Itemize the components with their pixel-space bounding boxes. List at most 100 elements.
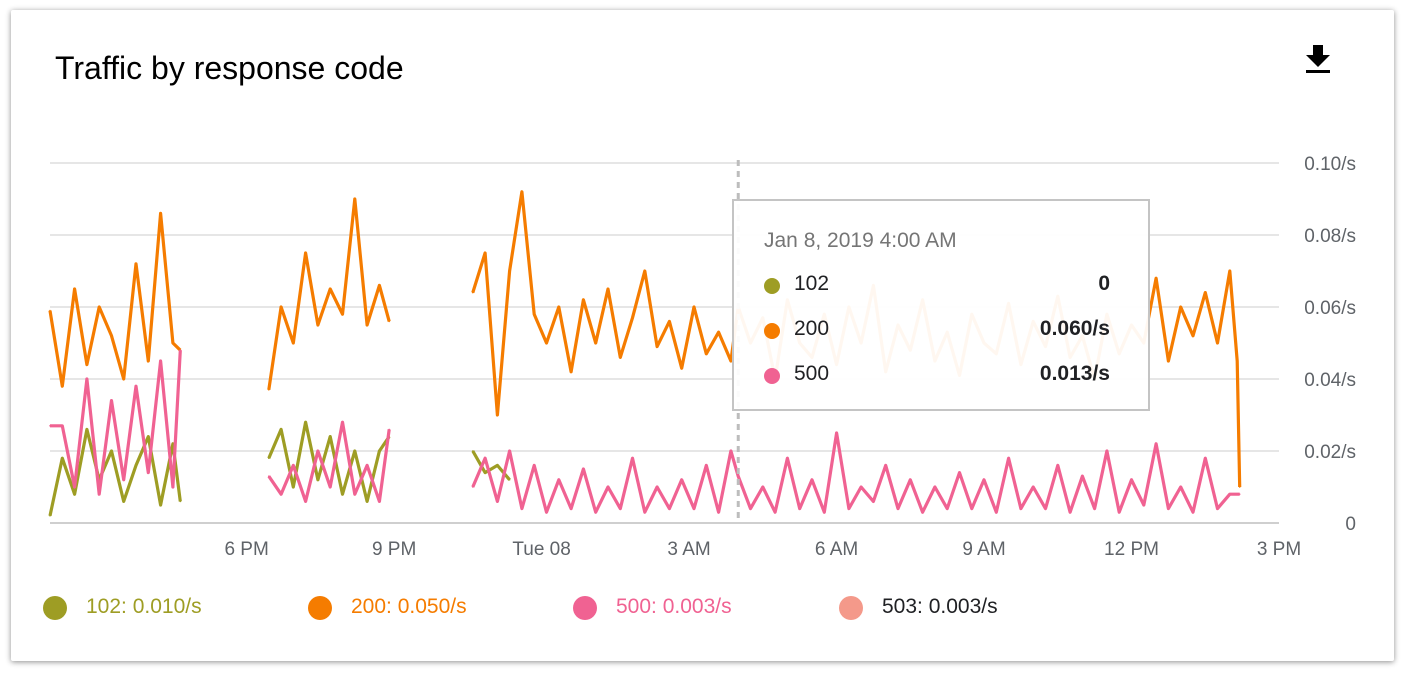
- y-tick-label: 0.06/s: [1304, 298, 1356, 319]
- tooltip-code: 500: [794, 362, 830, 385]
- data-point-102: [179, 500, 182, 503]
- data-point-200: [172, 342, 174, 344]
- series-line-102: [267, 420, 391, 503]
- data-point-500: [971, 507, 973, 510]
- data-point-200: [1236, 360, 1238, 362]
- data-point-500: [644, 511, 646, 513]
- data-point-200: [280, 306, 282, 308]
- data-point-200: [159, 212, 162, 215]
- data-point-102: [292, 486, 295, 488]
- data-point-200: [98, 306, 100, 308]
- x-tick-label: 3 AM: [667, 539, 710, 560]
- data-point-500: [73, 486, 76, 488]
- data-point-500: [656, 486, 658, 488]
- data-point-500: [983, 479, 985, 481]
- data-point-500: [1229, 493, 1231, 496]
- data-point-200: [1192, 335, 1194, 337]
- chart-legend: 102: 0.010/s 200: 0.050/s 500: 0.003/s 5…: [43, 593, 1343, 623]
- data-point-200: [86, 363, 88, 366]
- data-point-500: [388, 428, 391, 431]
- data-point-200: [1167, 360, 1170, 362]
- data-point-500: [268, 475, 270, 478]
- data-point-102: [378, 450, 381, 452]
- data-point-500: [1093, 507, 1096, 510]
- tooltip-dot-500: [764, 368, 780, 384]
- data-point-200: [631, 317, 634, 319]
- data-point-200: [135, 263, 137, 265]
- data-point-500: [995, 511, 998, 513]
- y-tick-label: 0.10/s: [1304, 154, 1356, 175]
- data-point-200: [1155, 277, 1157, 280]
- data-point-500: [329, 486, 332, 488]
- data-point-200: [533, 313, 535, 316]
- x-tick-label: 12 PM: [1104, 539, 1159, 560]
- data-point-500: [304, 500, 307, 503]
- legend-dot-102: [43, 596, 67, 620]
- download-button[interactable]: [1302, 43, 1334, 75]
- data-point-500: [533, 464, 535, 467]
- data-point-500: [872, 500, 875, 503]
- data-point-500: [378, 500, 381, 503]
- data-point-500: [921, 511, 924, 513]
- data-point-102: [86, 428, 88, 431]
- data-point-500: [508, 450, 511, 452]
- data-point-500: [1081, 475, 1084, 478]
- data-point-500: [693, 507, 695, 510]
- data-point-102: [268, 457, 270, 460]
- data-point-200: [268, 389, 270, 391]
- data-point-500: [1020, 507, 1022, 510]
- tooltip-code: 200: [794, 317, 830, 340]
- y-tick-label: 0: [1345, 514, 1356, 535]
- data-point-500: [705, 464, 708, 467]
- data-point-500: [1143, 504, 1145, 506]
- data-point-200: [317, 324, 319, 326]
- data-point-102: [280, 428, 282, 431]
- tooltip-dot-102: [764, 278, 780, 294]
- data-point-500: [1007, 457, 1010, 460]
- data-point-200: [122, 378, 125, 380]
- traffic-line-chart[interactable]: 0 0.02/s 0.04/s 0.06/s 0.08/s 0.10/s 6 PM 9 PM…: [11, 10, 1394, 661]
- legend-dot-503: [839, 596, 863, 620]
- data-point-500: [594, 511, 597, 513]
- data-point-200: [521, 191, 523, 193]
- data-point-200: [73, 288, 76, 290]
- data-point-500: [762, 486, 764, 488]
- data-point-200: [545, 342, 548, 344]
- x-tick-label: 9 AM: [962, 539, 1005, 560]
- data-point-500: [1179, 486, 1182, 488]
- data-point-200: [496, 414, 499, 416]
- data-point-500: [823, 511, 826, 513]
- data-point-500: [110, 399, 113, 402]
- data-point-500: [1204, 457, 1207, 460]
- data-point-200: [570, 371, 572, 373]
- data-point-500: [341, 421, 344, 424]
- data-point-200: [730, 360, 732, 362]
- data-point-500: [730, 450, 732, 452]
- x-tick-label: 3 PM: [1257, 539, 1301, 560]
- data-point-102: [49, 515, 51, 517]
- data-point-500: [61, 425, 64, 427]
- tooltip-row-500: 500 0.013/s: [764, 361, 1110, 391]
- data-point-200: [1216, 342, 1219, 344]
- data-point-500: [147, 471, 150, 474]
- data-point-200: [49, 309, 51, 312]
- legend-label-503: 503: 0.003/s: [882, 595, 998, 618]
- data-point-500: [860, 486, 862, 488]
- data-point-500: [1130, 479, 1133, 481]
- data-point-200: [484, 252, 486, 254]
- data-point-500: [472, 486, 474, 488]
- data-point-200: [619, 356, 622, 359]
- data-point-200: [594, 342, 597, 344]
- data-point-200: [668, 320, 671, 323]
- data-point-500: [159, 360, 162, 362]
- data-point-500: [1167, 507, 1170, 510]
- data-point-200: [366, 324, 368, 326]
- data-point-200: [1229, 270, 1231, 272]
- y-axis-ticks: 0 0.02/s 0.04/s 0.06/s 0.08/s 0.10/s: [1304, 154, 1356, 535]
- x-tick-label: 6 AM: [815, 539, 858, 560]
- data-point-200: [1238, 486, 1241, 488]
- data-point-200: [717, 331, 720, 334]
- data-point-500: [135, 385, 137, 388]
- data-point-500: [1032, 486, 1034, 488]
- data-point-500: [749, 507, 752, 510]
